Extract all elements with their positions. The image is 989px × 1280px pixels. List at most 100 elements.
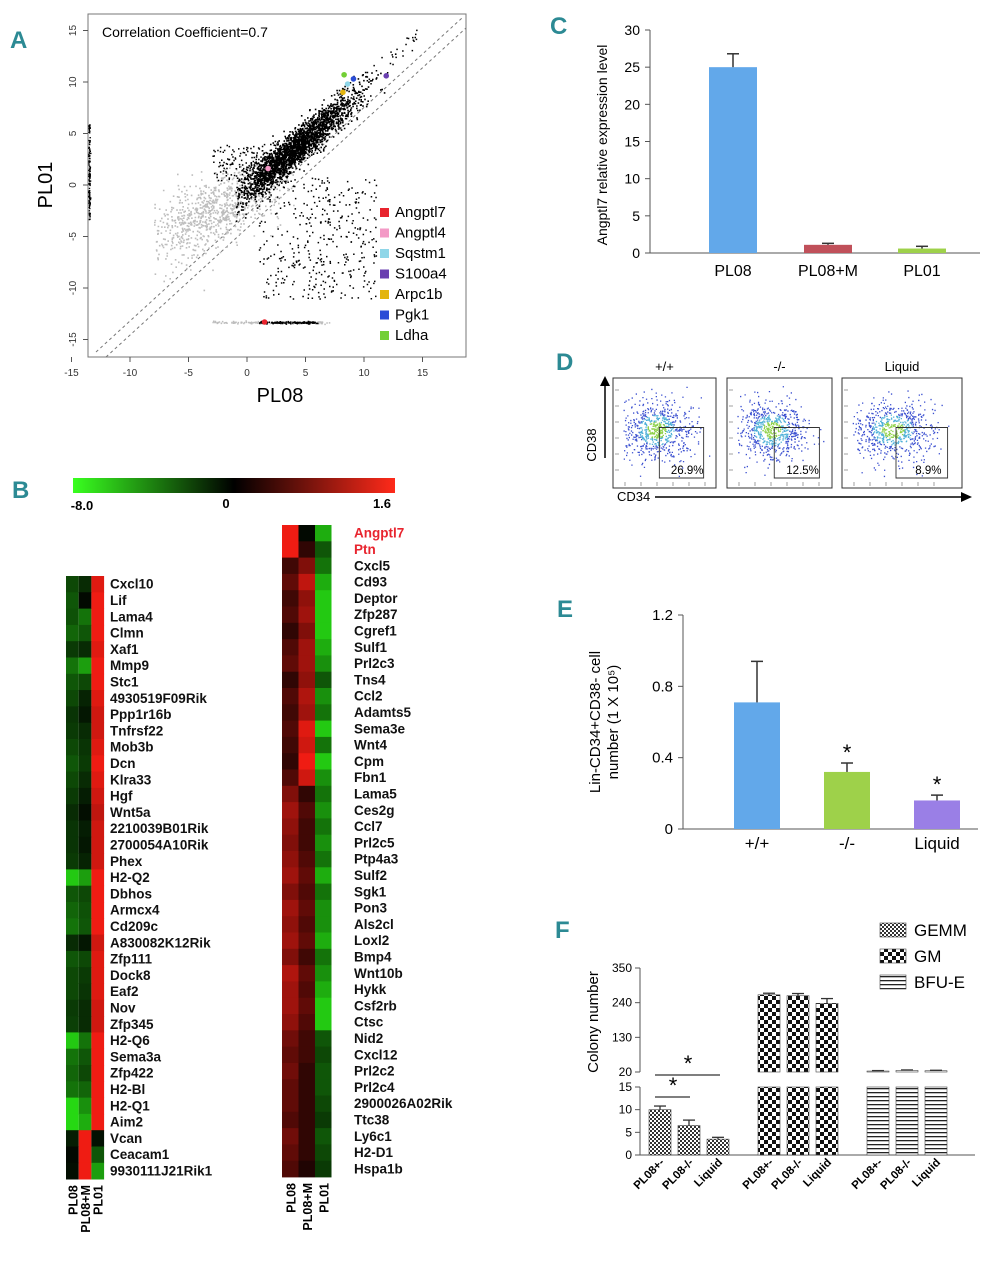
heat-cell [78,1146,92,1164]
heat-cell [78,690,92,707]
heat-cell [298,1014,315,1031]
heat-cell [66,690,79,707]
heat-cell [66,771,79,789]
gene-label: Zfp111 [110,952,153,967]
heat-cell [282,1160,299,1178]
heat-cell [91,771,105,789]
bar-bfu-e-lower [895,1086,919,1156]
y-axis-label-line2: number (1 X 10⁵) [605,665,622,780]
heat-cell [78,869,92,887]
heat-cell [78,918,92,935]
heat-cell [315,720,332,738]
highlight-point-ldha [341,71,347,78]
heat-cell [78,1048,92,1066]
flow-plot-title: +/+ [655,359,674,374]
heat-cell [78,967,92,984]
highlight-point-angptl7 [261,319,268,325]
gene-label: Ccl7 [354,819,383,834]
heat-cell [91,934,105,952]
heat-cell [298,639,315,656]
x-tick-label: 5 [303,368,309,379]
x-tick-label: PL01 [903,263,940,280]
bar-gemm [677,1125,701,1156]
gene-label: Zfp422 [110,1066,154,1081]
heat-cell [91,1113,105,1131]
heat-cell [78,1032,92,1050]
heat-cell [282,899,299,917]
heat-cell [78,657,92,675]
flow-plots: +/+ 26.9% -/- 12.5% Liquid 8.9% [612,359,963,489]
significance-star: * [684,1051,693,1076]
heat-cell [91,1065,105,1082]
flow-dots-outer [623,386,711,477]
heat-cell [282,818,299,836]
gene-label: Vcan [110,1131,142,1146]
heat-cell [91,592,105,609]
gene-label: Mob3b [110,740,154,755]
heat-cell [91,804,105,821]
x-ticks: -15 -10 -5 0 5 10 15 [64,357,428,379]
gene-label: Dbhos [110,886,152,901]
gene-label: Stc1 [110,675,139,690]
heat-cell [315,932,332,950]
gene-label: Tnfrsf22 [110,723,163,738]
bar-bfu-e-lower [924,1086,948,1156]
heat-cell [78,739,92,756]
heat-cell [66,950,79,968]
legend-label-angptl4: Angptl4 [395,225,446,242]
gate-percent: 12.5% [786,465,819,477]
heat-cell [66,869,79,887]
heat-cell [78,722,92,740]
gene-label: Hspa1b [354,1161,403,1176]
legend-label-gemm: GEMM [914,921,967,940]
heat-cell [282,720,299,738]
heat-cell [91,755,105,772]
y-axis-label: Angptl7 relative expression level [594,45,610,246]
gene-label: Dcn [110,756,136,771]
gene-label: 4930519F09Rik [110,691,207,706]
heat-cell [66,902,79,919]
heat-cell [91,1032,105,1050]
correlation-title: Correlation Coefficient=0.7 [102,24,268,40]
heat-cell [282,622,299,640]
gene-label: Deptor [354,591,398,606]
heat-cell [282,590,299,607]
heat-cell [78,1081,92,1098]
y-tick-label: 15 [619,1080,633,1094]
heat-cell [66,706,79,724]
heat-cell [315,753,332,770]
gene-label: Ptn [354,542,376,557]
bar-pl08 [709,67,757,254]
gene-label: Hykk [354,982,387,997]
heat-cell [78,608,92,626]
legend-label-sqstm1: Sqstm1 [395,245,446,262]
gene-label: Tns4 [354,672,386,687]
heat-cell [282,557,299,575]
heat-cell [298,1144,315,1162]
heat-cell [315,785,332,803]
heat-cell [78,934,92,952]
flow-dots-core [647,421,667,440]
legend-label-arpc1b: Arpc1b [395,286,443,303]
y-tick-label: 240 [612,996,632,1010]
heat-cell [78,820,92,838]
heat-cell [91,1048,105,1066]
bars: 0 5 10 15 20 25 30 PL08 PL08+M PL01 [624,22,980,280]
gene-label: Lif [110,593,127,608]
heat-cell [91,706,105,724]
heat-cell [298,1062,315,1080]
heat-cell [66,967,79,984]
heat-cell [315,704,332,721]
heat-cell [298,606,315,624]
heat-cell [282,655,299,673]
heat-cell [91,576,105,593]
y-tick-label: 15 [624,134,640,150]
heat-cell [282,785,299,803]
gene-label: Lama5 [354,787,397,802]
panel-e-bar-chart: Lin-CD34+CD38- cell number (1 X 10⁵) 0 0.… [587,607,978,853]
heat-cell [66,1130,79,1147]
bar-bfu-e-upper [924,1070,948,1073]
heat-cell [78,1130,92,1147]
heat-cell [282,688,299,705]
